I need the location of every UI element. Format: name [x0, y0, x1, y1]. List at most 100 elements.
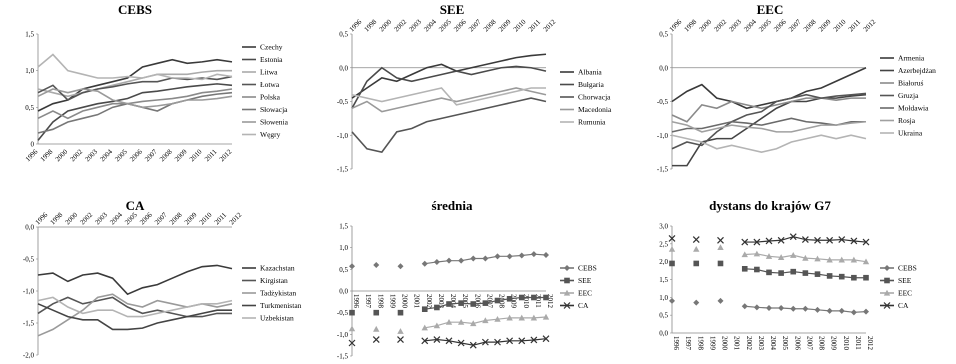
- data-point: [850, 237, 858, 245]
- x-tick-label: 2009: [830, 336, 838, 351]
- x-tick-label: 2003: [93, 211, 109, 227]
- data-point: [863, 274, 869, 281]
- data-point: [470, 301, 477, 307]
- data-point: [348, 325, 356, 332]
- series-line: [37, 296, 233, 318]
- x-tick-label: 2002: [745, 336, 753, 351]
- data-point: [717, 260, 724, 267]
- data-point: [717, 244, 724, 250]
- data-point: [518, 294, 525, 301]
- x-tick-label: 2010: [832, 18, 848, 34]
- x-tick-label: 2002: [425, 294, 433, 309]
- x-tick-label: 2006: [793, 336, 801, 351]
- data-point: [531, 294, 537, 301]
- series-Rosja: [671, 120, 867, 133]
- data-point: [814, 255, 821, 262]
- series-Rumunia: [351, 87, 546, 106]
- y-tick-label: 2,5: [659, 240, 668, 248]
- y-tick-label: -1,5: [657, 166, 669, 174]
- x-tick-label: 2008: [498, 294, 506, 309]
- x-tick-label: 2006: [452, 18, 468, 34]
- data-point: [802, 254, 809, 261]
- x-tick-label: 2004: [422, 18, 438, 34]
- x-tick-label: 1997: [364, 294, 372, 309]
- y-tick-label: 0,0: [659, 330, 668, 338]
- data-point: [470, 320, 477, 327]
- x-tick-label: 2007: [143, 147, 159, 163]
- legend-label: SEE: [578, 276, 592, 285]
- legend-label: Estonia: [260, 55, 283, 64]
- legend-label: Litwa: [260, 68, 278, 77]
- chart-title: CA: [126, 198, 145, 213]
- data-point: [765, 253, 773, 259]
- x-tick-label: 2008: [158, 147, 174, 163]
- x-tick-label: 2005: [461, 294, 469, 309]
- y-tick-label: 0,5: [659, 31, 668, 39]
- series-line: [37, 296, 232, 318]
- x-tick-label: 2002: [393, 18, 409, 34]
- data-point: [348, 339, 356, 347]
- series-Bułgaria: [351, 65, 547, 109]
- legend-label: Albania: [578, 68, 602, 77]
- data-point: [506, 296, 513, 302]
- x-tick-label: 2009: [817, 18, 833, 34]
- data-point: [693, 260, 700, 267]
- legend-label: Polska: [260, 93, 281, 102]
- data-point: [802, 305, 809, 312]
- legend-label: CEBS: [898, 264, 917, 273]
- y-tick-label: 0,5: [25, 104, 34, 112]
- y-tick-label: 1,0: [25, 67, 34, 75]
- chart-title: SEE: [440, 2, 465, 17]
- data-point: [668, 235, 676, 242]
- legend-label: Chorwacja: [578, 93, 611, 102]
- series-Gruzja: [671, 92, 867, 150]
- data-point: [789, 233, 797, 241]
- legend-label: Uzbekistan: [260, 314, 294, 323]
- x-tick-label: 2005: [437, 18, 453, 34]
- data-point: [801, 236, 809, 243]
- x-tick-label: 2010: [512, 18, 528, 34]
- x-tick-label: 2003: [727, 18, 743, 34]
- series-line: [671, 120, 867, 133]
- x-tick-label: 2002: [713, 18, 729, 34]
- data-point: [790, 305, 797, 312]
- data-point: [373, 262, 380, 268]
- x-tick-label: 2010: [842, 336, 850, 351]
- legend-marker: [564, 265, 570, 271]
- data-point: [518, 314, 525, 321]
- x-tick-label: 2002: [69, 147, 85, 163]
- series-line: [37, 88, 233, 120]
- data-point: [765, 237, 773, 245]
- series-line: [671, 134, 867, 153]
- data-point: [373, 309, 380, 316]
- x-tick-label: 2009: [173, 147, 189, 163]
- data-point: [753, 238, 761, 246]
- x-tick-label: 1999: [388, 294, 396, 309]
- legend-label: Armenia: [898, 54, 925, 63]
- y-tick-label: 0: [31, 141, 35, 149]
- series-Estonia: [37, 83, 233, 141]
- data-point: [669, 260, 675, 267]
- y-tick-label: 1,0: [659, 294, 668, 302]
- y-tick-label: 1,5: [659, 276, 668, 284]
- y-tick-label: -0,5: [23, 256, 35, 264]
- data-point: [766, 305, 772, 312]
- x-tick-label: 2000: [401, 294, 409, 309]
- data-point: [482, 255, 489, 262]
- series-line: [37, 69, 232, 98]
- x-tick-label: 2006: [128, 147, 144, 163]
- legend-label: Białoruś: [898, 79, 923, 88]
- data-point: [753, 304, 760, 311]
- x-tick-label: 2008: [802, 18, 818, 34]
- series-Węgry: [37, 53, 233, 81]
- legend-marker: [564, 277, 570, 284]
- data-point: [494, 253, 501, 260]
- x-tick-label: 1996: [672, 336, 680, 351]
- data-point: [862, 258, 870, 265]
- data-point: [777, 254, 785, 260]
- legend-label: Macedonia: [578, 105, 612, 114]
- x-tick-label: 1998: [39, 147, 55, 163]
- data-point: [421, 324, 428, 331]
- series-line: [37, 303, 232, 331]
- data-point: [494, 315, 501, 322]
